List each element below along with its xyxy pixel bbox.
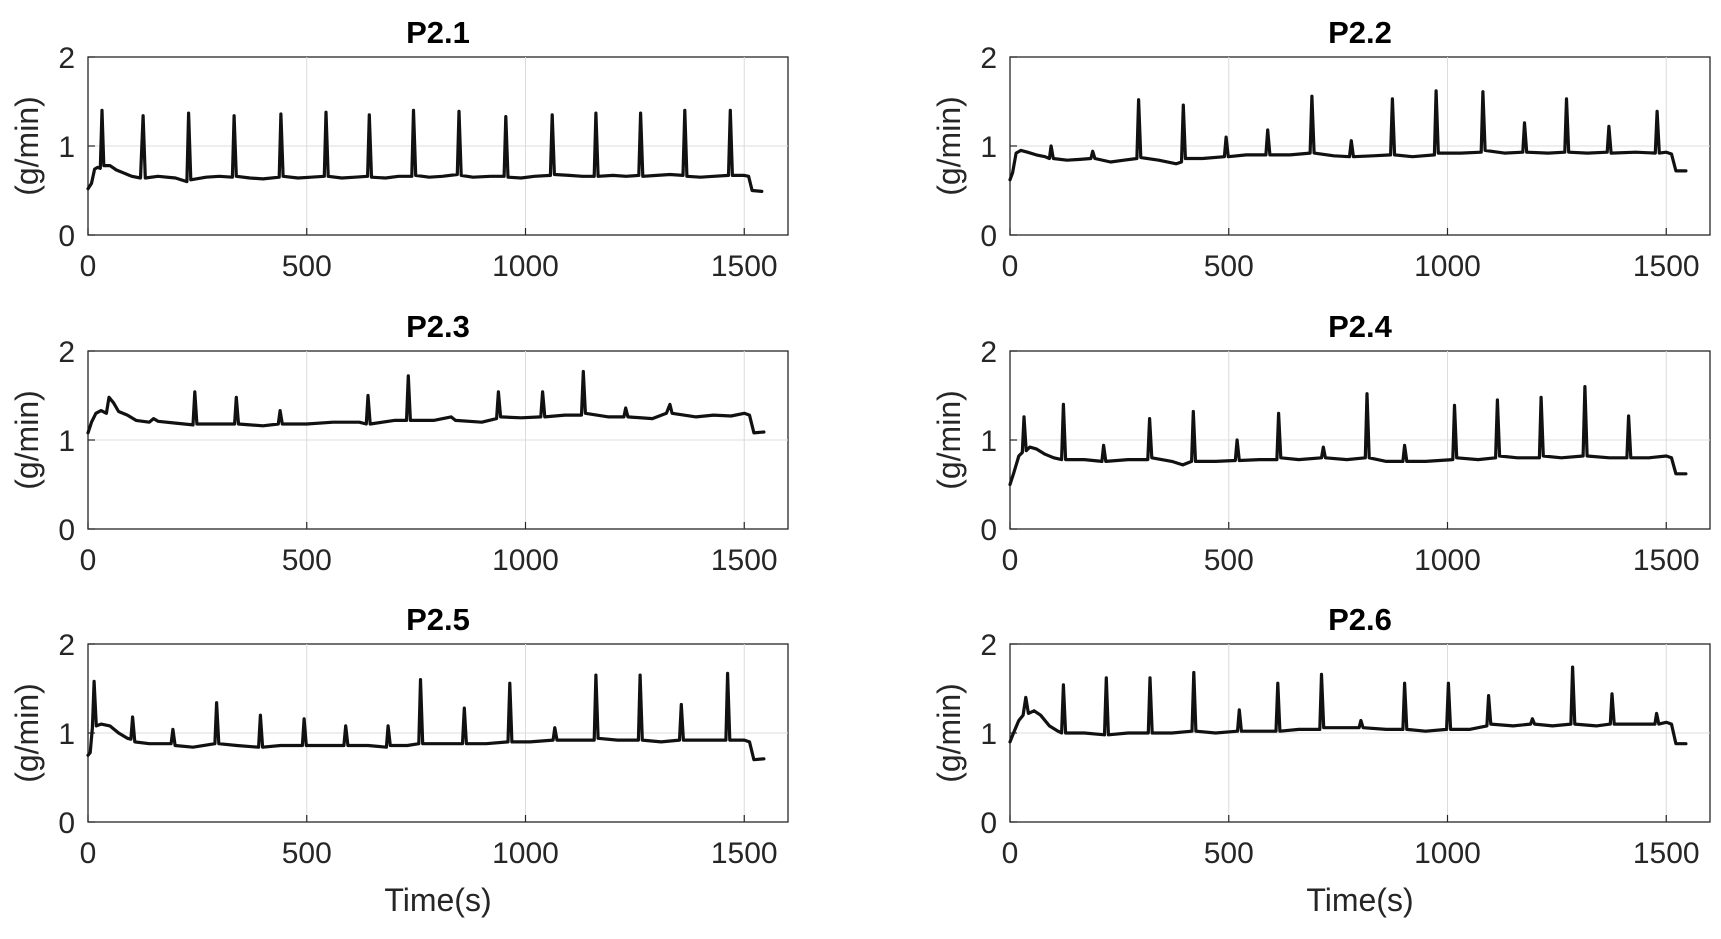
subplot-title: P2.1 (406, 15, 470, 50)
y-tick-label: 0 (980, 220, 997, 253)
subplot-title: P2.2 (1328, 15, 1392, 50)
x-tick-label: 1000 (1414, 544, 1481, 577)
x-tick-label: 500 (282, 250, 332, 283)
x-tick-label: 0 (80, 250, 97, 283)
x-tick-label: 1500 (1633, 250, 1700, 283)
y-tick-label: 2 (980, 336, 997, 369)
y-tick-label: 0 (980, 807, 997, 840)
y-axis-label: (g/min) (9, 683, 45, 783)
x-tick-label: 0 (80, 544, 97, 577)
subplot-3: 0 500 1000 1500 0 1 2 P2.3 (g/min) (9, 309, 789, 577)
series-line (86, 369, 766, 435)
subplot-2: 0 500 1000 1500 0 1 2 P2.2 (g/min) (931, 15, 1711, 283)
x-tick-label: 1000 (1414, 250, 1481, 283)
x-tick-label: 1000 (492, 837, 559, 870)
subplot-title: P2.5 (406, 602, 470, 637)
x-axis-label: Time(s) (1306, 882, 1413, 918)
x-tick-label: 1000 (492, 544, 559, 577)
subplot-1: 0 500 1000 1500 0 1 2 P2.1 (g/min) (9, 15, 789, 283)
x-tick-label: 0 (1002, 837, 1019, 870)
x-tick-label: 0 (80, 837, 97, 870)
x-axis-label: Time(s) (384, 882, 491, 918)
x-tick-label: 1500 (711, 837, 778, 870)
x-tick-label: 500 (1204, 250, 1254, 283)
y-tick-label: 0 (980, 514, 997, 547)
y-axis-label: (g/min) (931, 96, 967, 196)
y-tick-label: 1 (58, 718, 75, 751)
subplot-title: P2.4 (1328, 309, 1393, 344)
y-tick-label: 0 (58, 514, 75, 547)
y-tick-label: 1 (58, 131, 75, 164)
y-axis-label: (g/min) (931, 683, 967, 783)
y-tick-label: 1 (58, 425, 75, 458)
series-line (1008, 89, 1688, 182)
y-tick-label: 0 (58, 807, 75, 840)
x-tick-label: 1500 (1633, 837, 1700, 870)
x-tick-label: 500 (1204, 837, 1254, 870)
y-tick-label: 2 (58, 629, 75, 662)
subplot-4: 0 500 1000 1500 0 1 2 P2.4 (g/min) (931, 309, 1711, 577)
subplot-5: 0 500 1000 1500 0 1 2 P2.5 (g/min) Time(s) (9, 602, 789, 918)
series-line (1008, 385, 1688, 487)
x-tick-label: 1500 (711, 544, 778, 577)
y-axis-label: (g/min) (9, 390, 45, 490)
x-tick-label: 1500 (1633, 544, 1700, 577)
y-tick-label: 0 (58, 220, 75, 253)
x-tick-label: 0 (1002, 544, 1019, 577)
series-line (1008, 665, 1688, 746)
subplot-title: P2.3 (406, 309, 470, 344)
y-tick-label: 2 (58, 42, 75, 75)
y-tick-label: 1 (980, 718, 997, 751)
subplot-6: 0 500 1000 1500 0 1 2 P2.6 (g/min) Time(s) (931, 602, 1711, 918)
x-tick-label: 0 (1002, 250, 1019, 283)
y-tick-label: 2 (980, 42, 997, 75)
y-axis-label: (g/min) (9, 96, 45, 196)
y-tick-label: 1 (980, 425, 997, 458)
series-line (86, 671, 766, 762)
subplot-title: P2.6 (1328, 602, 1392, 637)
x-tick-label: 500 (1204, 544, 1254, 577)
x-tick-label: 1000 (492, 250, 559, 283)
y-tick-label: 1 (980, 131, 997, 164)
series-line (86, 108, 764, 193)
x-tick-label: 500 (282, 544, 332, 577)
y-tick-label: 2 (58, 336, 75, 369)
y-tick-label: 2 (980, 629, 997, 662)
y-axis-label: (g/min) (931, 390, 967, 490)
x-tick-label: 1500 (711, 250, 778, 283)
x-tick-label: 500 (282, 837, 332, 870)
x-tick-label: 1000 (1414, 837, 1481, 870)
